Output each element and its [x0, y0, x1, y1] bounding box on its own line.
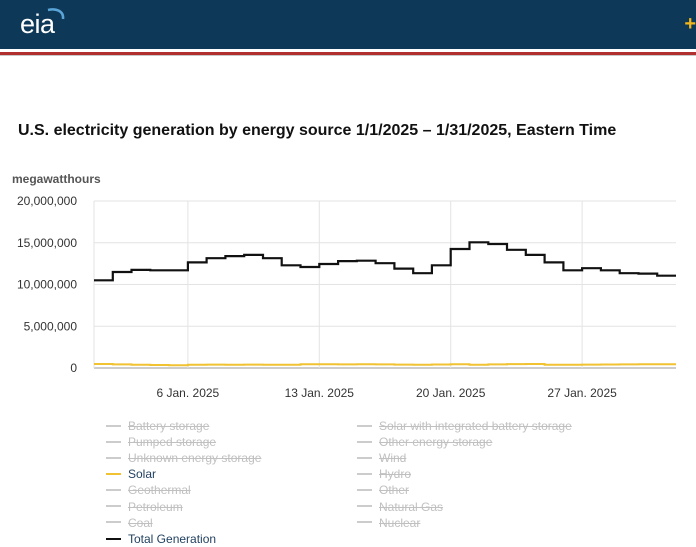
- y-axis-units-label: megawatthours: [12, 172, 101, 186]
- legend-item-unknown-energy-storage[interactable]: Unknown energy storage: [106, 450, 261, 466]
- x-tick-label: 6 Jan. 2025: [157, 386, 220, 400]
- x-tick-label: 13 Jan. 2025: [285, 386, 355, 400]
- legend-label: Solar: [128, 467, 157, 482]
- legend-label: Coal: [128, 515, 153, 530]
- legend-item-hydro[interactable]: Hydro: [357, 466, 411, 482]
- y-tick-label: 0: [70, 361, 77, 375]
- legend-item-total-generation[interactable]: Total Generation: [106, 531, 216, 547]
- legend-swatch: [106, 505, 121, 508]
- x-tick-label: 27 Jan. 2025: [547, 386, 617, 400]
- header-accent-stripe: [0, 52, 696, 55]
- legend-label: Geothermal: [128, 483, 191, 498]
- legend-swatch: [357, 489, 372, 492]
- legend-swatch: [357, 440, 372, 443]
- legend-item-other-energy-storage[interactable]: Other energy storage: [357, 434, 492, 450]
- legend-swatch: [106, 440, 121, 443]
- legend-swatch: [357, 424, 372, 427]
- legend-label: Total Generation: [128, 531, 217, 546]
- legend-label: Petroleum: [128, 499, 183, 514]
- legend-label: Unknown energy storage: [128, 451, 262, 466]
- legend-item-solar[interactable]: Solar: [106, 466, 156, 482]
- legend-label: Other: [379, 483, 410, 498]
- legend-item-petroleum[interactable]: Petroleum: [106, 499, 183, 515]
- legend-swatch: [106, 537, 121, 540]
- chart-title: U.S. electricity generation by energy so…: [18, 122, 617, 139]
- legend-item-pumped-storage[interactable]: Pumped storage: [106, 434, 216, 450]
- generation-chart[interactable]: 0 5,000,000 10,000,000 15,000,000 20,000,000…: [0, 185, 696, 410]
- x-tick-label: 20 Jan. 2025: [416, 386, 486, 400]
- legend-item-natural-gas[interactable]: Natural Gas: [357, 499, 443, 515]
- legend-label: Nuclear: [379, 515, 421, 530]
- legend-item-other[interactable]: Other: [357, 482, 409, 498]
- site-header: eia +: [0, 0, 696, 49]
- legend-swatch: [106, 457, 121, 460]
- legend-swatch: [357, 521, 372, 524]
- legend-item-nuclear[interactable]: Nuclear: [357, 515, 420, 531]
- legend-swatch: [357, 457, 372, 460]
- legend-swatch: [106, 489, 121, 492]
- legend-swatch: [106, 424, 121, 427]
- y-tick-label: 20,000,000: [17, 194, 77, 208]
- legend-label: Natural Gas: [379, 499, 444, 514]
- series-line-solar: [94, 363, 676, 367]
- legend-swatch: [106, 521, 121, 524]
- y-tick-label: 10,000,000: [17, 278, 77, 292]
- logo-text: eia: [20, 9, 55, 39]
- legend-swatch: [357, 473, 372, 476]
- y-tick-label: 15,000,000: [17, 236, 77, 250]
- legend-item-geothermal[interactable]: Geothermal: [106, 482, 191, 498]
- legend-swatch: [357, 505, 372, 508]
- legend-label: Other energy storage: [379, 435, 493, 450]
- plus-icon[interactable]: +: [684, 13, 696, 35]
- legend-item-battery-storage[interactable]: Battery storage: [106, 418, 209, 434]
- legend-swatch: [106, 473, 121, 476]
- legend-label: Battery storage: [128, 419, 210, 433]
- legend-item-solar-with-integrated-battery-storage[interactable]: Solar with integrated battery storage: [357, 418, 572, 434]
- legend-label: Solar with integrated battery storage: [379, 419, 572, 433]
- legend-label: Hydro: [379, 467, 412, 482]
- legend-item-coal[interactable]: Coal: [106, 515, 153, 531]
- legend-label: Pumped storage: [128, 435, 217, 450]
- series-line-total-generation: [94, 241, 676, 282]
- logo-swoosh-icon: [47, 8, 65, 20]
- header-shadow-line: [0, 55, 696, 56]
- y-tick-label: 5,000,000: [24, 319, 78, 333]
- legend-label: Wind: [379, 451, 407, 466]
- legend-item-wind[interactable]: Wind: [357, 450, 406, 466]
- header-divider: [0, 49, 696, 52]
- eia-logo[interactable]: eia: [20, 7, 68, 43]
